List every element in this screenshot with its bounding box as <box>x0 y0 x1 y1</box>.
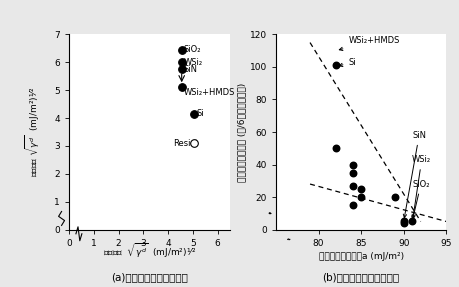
Text: SiO₂: SiO₂ <box>411 180 429 218</box>
Point <box>399 219 407 224</box>
Point <box>399 221 407 225</box>
Text: ポッピング発生数 (回/6インチウェハ): ポッピング発生数 (回/6インチウェハ) <box>237 82 246 182</box>
Text: 極性成分 $\sqrt{\gamma^d}$  (mJ/m²)¹⁄²: 極性成分 $\sqrt{\gamma^d}$ (mJ/m²)¹⁄² <box>24 87 43 177</box>
X-axis label: 付着エネルギーｗa (mJ/m²): 付着エネルギーｗa (mJ/m²) <box>318 252 403 261</box>
Text: (b)付着エネルギー依存性: (b)付着エネルギー依存性 <box>322 272 399 282</box>
Text: 分散成分  $\sqrt{\gamma^d}$  (mJ/m²)¹⁄²: 分散成分 $\sqrt{\gamma^d}$ (mJ/m²)¹⁄² <box>103 242 196 261</box>
Point <box>331 146 338 151</box>
Point <box>391 195 398 199</box>
Text: WSi₂: WSi₂ <box>183 58 202 67</box>
Text: SiN: SiN <box>403 131 425 218</box>
Text: Resist: Resist <box>173 139 198 148</box>
Point <box>348 183 356 188</box>
Text: Si: Si <box>339 58 355 67</box>
Point <box>357 187 364 191</box>
Text: WSi₂+HMDS: WSi₂+HMDS <box>339 36 399 51</box>
Text: (a)分散・極性成分マップ: (a)分散・極性成分マップ <box>111 272 188 282</box>
Text: WSi₂+HMDS: WSi₂+HMDS <box>183 88 235 97</box>
Text: SiO₂: SiO₂ <box>183 45 201 54</box>
Text: WSi₂: WSi₂ <box>411 155 431 219</box>
Point <box>357 195 364 199</box>
Point <box>348 170 356 175</box>
Point <box>331 63 338 68</box>
Text: Si: Si <box>196 109 203 119</box>
Point <box>348 203 356 208</box>
Point <box>408 219 415 224</box>
Text: SiN: SiN <box>183 65 197 74</box>
Point <box>348 162 356 167</box>
